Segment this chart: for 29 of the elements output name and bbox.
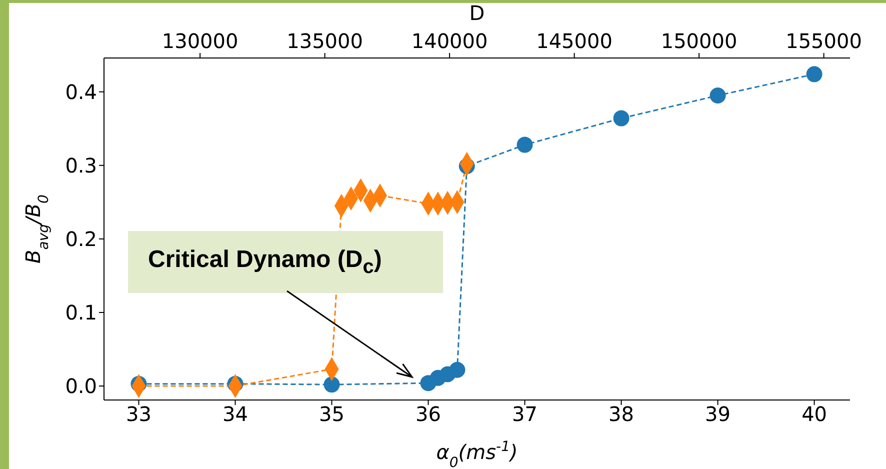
x2-tick-label: 145000 (536, 29, 612, 53)
y-tick-label: 0.0 (65, 374, 97, 398)
point (613, 110, 630, 126)
y-tick-label: 0.4 (65, 80, 97, 104)
point (449, 362, 466, 378)
y-tick-label: 0.1 (65, 300, 97, 325)
x-tick-label: 35 (319, 402, 344, 426)
x2-tick-label: 155000 (786, 29, 862, 53)
x2-tick-label: 130000 (162, 29, 238, 53)
point (516, 136, 533, 153)
x-tick-label: 33 (126, 402, 152, 426)
y-tick-label: 0.3 (65, 153, 97, 178)
x2-axis-title: D (469, 1, 485, 25)
x-tick-label: 40 (802, 402, 828, 426)
x-tick-label: 37 (512, 402, 538, 426)
point (324, 376, 340, 393)
x2-tick-label: 135000 (286, 29, 363, 53)
y-tick-label: 0.2 (65, 227, 97, 252)
x2-tick-label: 150000 (660, 29, 738, 53)
x-axis-title: α$_{0}$(ms$^{-1}$) (436, 439, 518, 469)
x-tick-label: 38 (608, 402, 634, 426)
x-tick-label: 34 (222, 402, 248, 426)
x-tick-label: 36 (416, 402, 441, 426)
x2-tick-label: 140000 (411, 29, 488, 53)
point (710, 88, 726, 104)
note-box: Critical Dynamo (D$_{c}$) (128, 231, 443, 293)
point (806, 66, 822, 82)
x-tick-label: 39 (705, 402, 731, 426)
annotation: Critical Dynamo (D$_{c}$) (148, 246, 382, 278)
